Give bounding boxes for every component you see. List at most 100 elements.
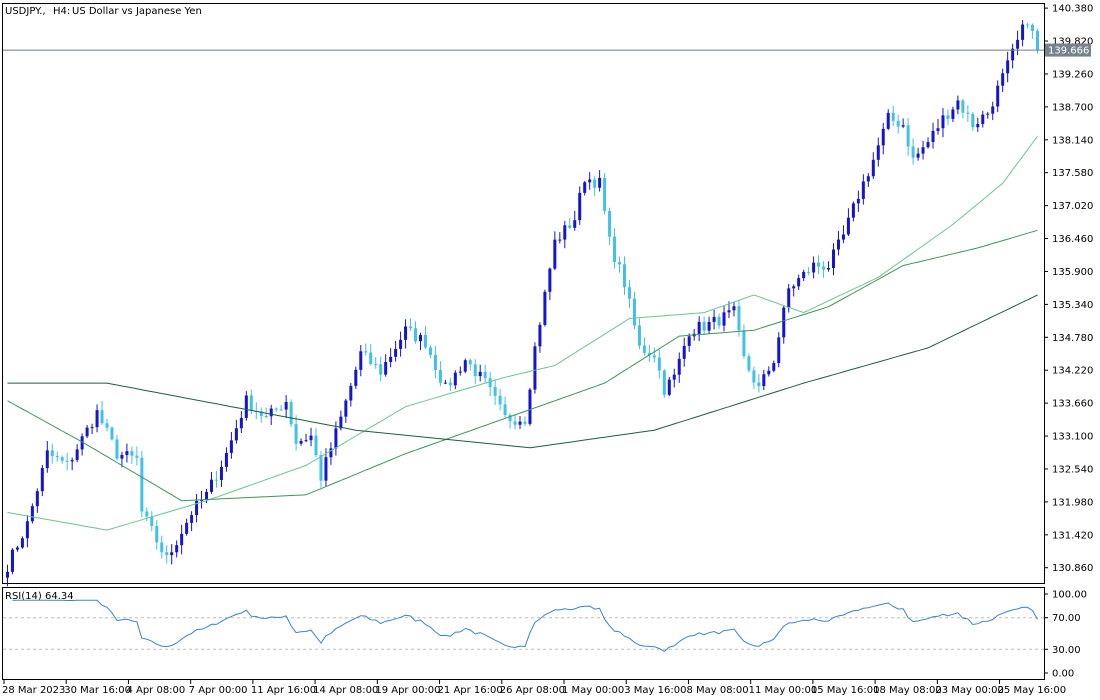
candle-body — [453, 372, 457, 386]
time-tick-label: 15 May 16:00 — [811, 685, 880, 696]
price-tick-label: 130.860 — [1052, 563, 1093, 574]
time-tick-label: 3 May 16:00 — [624, 685, 686, 696]
candle — [259, 407, 263, 423]
candle — [175, 540, 179, 558]
candle — [642, 337, 646, 356]
candle-body — [40, 468, 44, 492]
candle — [140, 451, 144, 518]
time-tick-label: 28 Mar 2023 — [2, 685, 65, 696]
candle-body — [752, 370, 756, 383]
candle — [219, 460, 223, 487]
candle-body — [971, 113, 975, 128]
symbol-label: USDJPY., — [5, 6, 46, 17]
candle — [956, 95, 960, 115]
candle-body — [866, 176, 870, 182]
candle-body — [165, 552, 169, 556]
candle — [65, 452, 69, 471]
candle-body — [289, 401, 293, 425]
candle-body — [369, 352, 373, 364]
candle-body — [627, 287, 631, 299]
candle-body — [394, 348, 398, 357]
candle-body — [329, 448, 333, 458]
candle — [777, 332, 781, 368]
candle-body — [737, 306, 741, 331]
candle — [817, 255, 821, 275]
candle-body — [319, 455, 323, 481]
candle — [782, 305, 786, 344]
candle — [841, 225, 845, 244]
candle-body — [886, 112, 890, 129]
candle-body — [941, 115, 945, 129]
main-panel-frame — [2, 3, 1045, 584]
candle — [697, 316, 701, 342]
candles-layer — [5, 20, 1040, 587]
candle-body — [294, 424, 298, 444]
candle-body — [314, 435, 318, 456]
candle-body — [533, 346, 537, 390]
candle-body — [523, 421, 527, 424]
time-tick-label: 21 Apr 16:00 — [438, 685, 503, 696]
candle — [244, 391, 248, 421]
candle-body — [986, 113, 990, 115]
main-price-panel[interactable] — [2, 3, 1045, 587]
candle — [802, 269, 806, 281]
candle — [503, 396, 507, 418]
rsi-panel[interactable]: RSI(14) 64.34 100.00 70.00 30.00 0.00 — [2, 587, 1088, 680]
candle — [822, 261, 826, 278]
candle-body — [25, 521, 29, 539]
candle — [274, 407, 278, 412]
candle — [25, 515, 29, 548]
candle — [687, 333, 691, 352]
candle-body — [463, 360, 467, 372]
candle-body — [160, 542, 164, 553]
candle-body — [961, 100, 965, 113]
candle-body — [125, 451, 129, 455]
price-tick-label: 135.900 — [1052, 267, 1093, 278]
candle — [1011, 43, 1015, 69]
candle-body — [747, 356, 751, 371]
candle — [627, 279, 631, 308]
candle — [991, 101, 995, 121]
candle — [986, 111, 990, 119]
candle — [812, 256, 816, 279]
price-tick-label: 132.540 — [1052, 464, 1093, 475]
price-tick-label: 134.780 — [1052, 333, 1093, 344]
candle — [593, 176, 597, 196]
price-tick-label: 134.220 — [1052, 366, 1093, 377]
candle — [613, 228, 617, 269]
candle-body — [851, 203, 855, 218]
time-tick-label: 26 Apr 08:00 — [500, 685, 565, 696]
candle-body — [797, 278, 801, 287]
candle-body — [274, 408, 278, 410]
candle-body — [478, 371, 482, 377]
candle-body — [981, 114, 985, 125]
candle-body — [702, 321, 706, 331]
candle-body — [45, 450, 49, 469]
rsi-tick-label: 70.00 — [1052, 613, 1081, 624]
candle-body — [657, 357, 661, 371]
candle — [548, 267, 552, 300]
candle — [667, 376, 671, 397]
candle — [961, 98, 965, 119]
candle — [150, 511, 154, 532]
candle-body — [767, 370, 771, 375]
candle-body — [508, 415, 512, 422]
candle — [772, 360, 776, 373]
candle — [976, 117, 980, 132]
price-tick-label: 133.660 — [1052, 399, 1093, 410]
candle-body — [115, 439, 119, 459]
candle — [558, 232, 562, 244]
candle-body — [956, 100, 960, 110]
candle — [603, 172, 607, 215]
candle-body — [414, 328, 418, 342]
candle — [195, 493, 199, 523]
candle-body — [1016, 39, 1020, 49]
time-tick-label: 11 May 00:00 — [749, 685, 818, 696]
candle — [702, 316, 706, 335]
candle — [239, 411, 243, 433]
candle-body — [856, 198, 860, 204]
time-tick-label: 7 Apr 00:00 — [189, 685, 248, 696]
candle — [767, 366, 771, 377]
candle-body — [473, 364, 477, 377]
